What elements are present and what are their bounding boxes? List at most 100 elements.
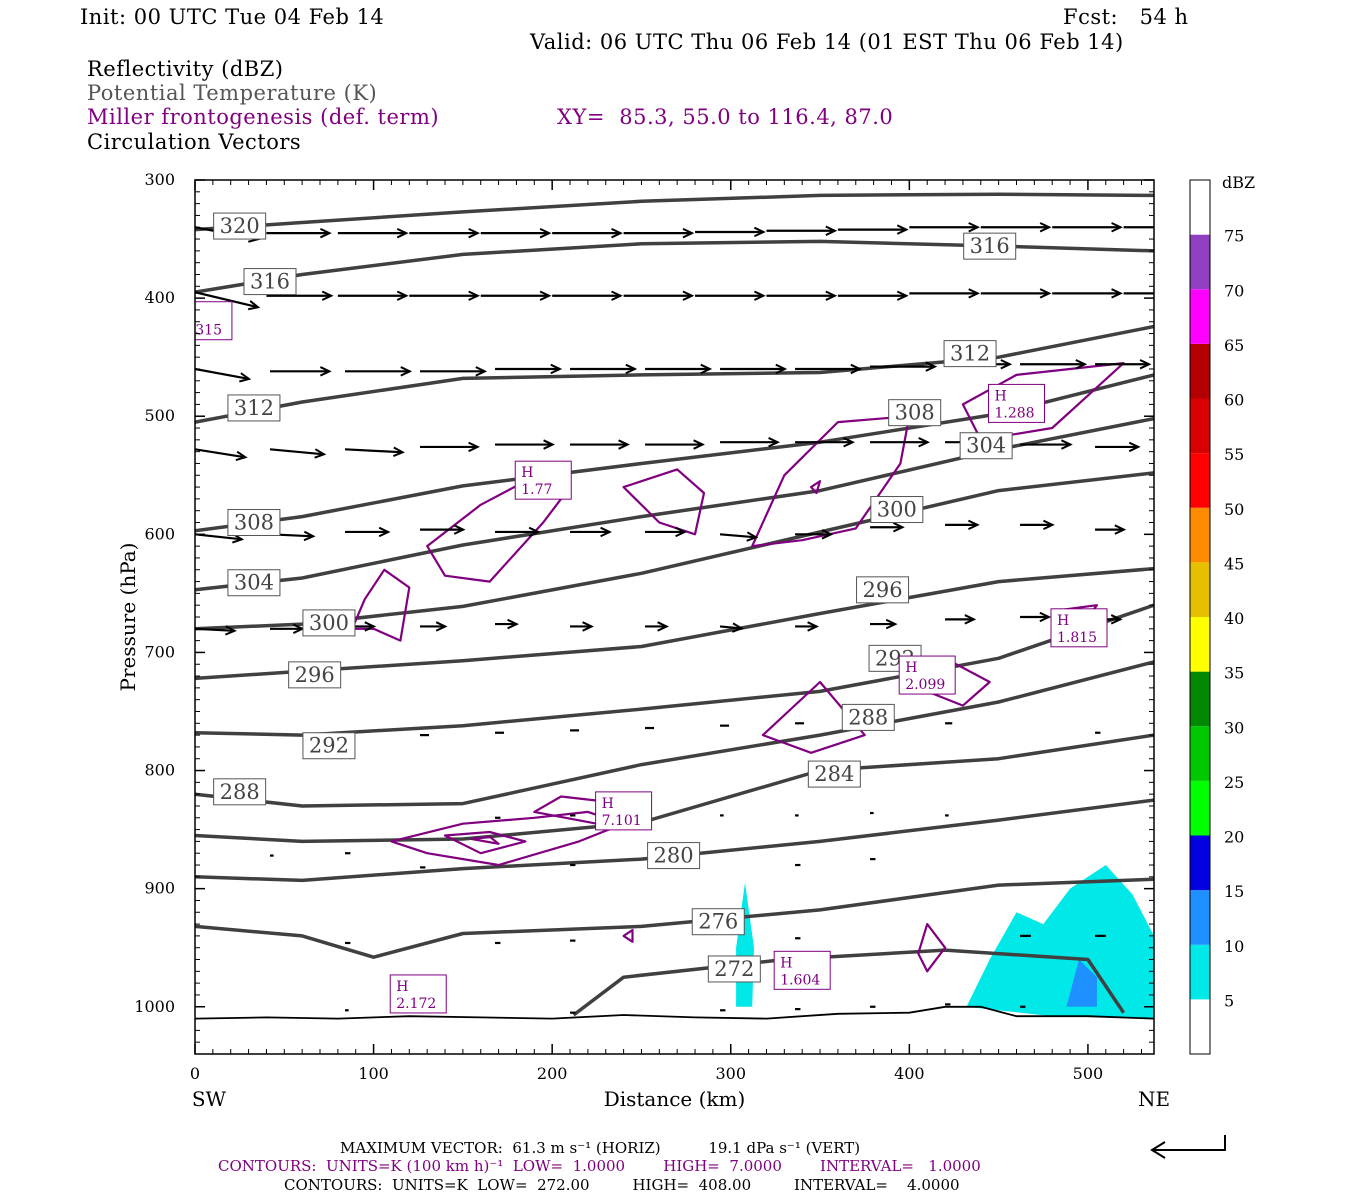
colorbar-tick-label: 25 — [1224, 773, 1244, 792]
theta-label-box — [302, 609, 356, 637]
colorbar-tick-label: 45 — [1224, 554, 1244, 573]
vector-arrowhead — [885, 618, 898, 630]
colorbar-segment — [1190, 398, 1210, 454]
y-axis-label: Pressure (hPa) — [116, 543, 140, 692]
circulation-vector — [195, 448, 246, 459]
vector-arrowhead — [550, 363, 563, 375]
vector-arrowhead — [625, 363, 638, 375]
sw-label: SW — [192, 1087, 227, 1111]
x-tick-label: 200 — [537, 1064, 568, 1083]
fronto-max-h: H — [396, 979, 408, 995]
vector-arrowhead — [321, 290, 334, 301]
circulation-vector — [344, 448, 403, 454]
theta-label-box — [288, 661, 342, 689]
vector-arrowhead — [453, 524, 466, 535]
y-tick-label: 800 — [144, 761, 175, 780]
theta-label-box — [807, 760, 861, 788]
theta-label-box — [841, 703, 895, 731]
return-arrow-head-icon — [1150, 1141, 1166, 1159]
init-time: Init: 00 UTC Tue 04 Feb 14 — [80, 5, 385, 29]
field-circulation-vectors: Circulation Vectors — [87, 130, 302, 154]
circulation-vector — [195, 627, 235, 632]
theta-label: 320 — [220, 214, 260, 238]
colorbar-tick-label: 30 — [1224, 718, 1244, 737]
vector-arrowhead — [239, 372, 252, 383]
valid-time: Valid: 06 UTC Thu 06 Feb 14 (01 EST Thu … — [530, 30, 1124, 54]
fronto-max-value: 1.288 — [994, 405, 1034, 421]
vector-arrowhead — [248, 300, 261, 311]
vector-arrowhead — [753, 290, 766, 301]
vector-arrowhead — [611, 290, 623, 301]
vector-arrowhead — [682, 227, 695, 239]
colorbar-tick-label: 70 — [1224, 281, 1244, 300]
y-tick-label: 400 — [144, 288, 175, 307]
theta-label-box — [227, 509, 281, 537]
vector-arrowhead — [618, 439, 630, 450]
theta-label: 316 — [250, 270, 290, 294]
vector-arrowhead — [807, 621, 819, 632]
vector-arrowhead — [925, 361, 938, 372]
theta-contour — [195, 877, 1154, 959]
colorbar-title: dBZ — [1222, 173, 1255, 192]
frontogenesis-contour — [761, 680, 866, 754]
plot-area: 320 316 316 312 312 308 308 304 304 300 300 296 296 2… — [182, 192, 1178, 1020]
fronto-max-value: 1.315 — [182, 323, 222, 339]
frontogenesis-contour — [809, 480, 822, 495]
vector-arrowhead — [675, 526, 687, 538]
colorbar-tick-label: 40 — [1224, 609, 1244, 628]
theta-label: 304 — [234, 571, 274, 595]
vector-arrowhead — [1111, 288, 1123, 299]
vector-arrowhead — [896, 290, 909, 301]
theta-label: 300 — [309, 611, 349, 635]
vector-arrowhead — [825, 225, 838, 236]
frontogenesis-contour — [622, 928, 634, 943]
colorbar-segment — [1190, 890, 1210, 945]
colorbar-segment — [1190, 343, 1210, 399]
vector-arrowhead — [746, 531, 759, 542]
theta-label-box — [856, 576, 910, 604]
y-tick-label: 500 — [144, 406, 175, 425]
theta-contour — [195, 324, 1154, 424]
theta-label-box — [959, 432, 1013, 460]
theta-label: 288 — [220, 780, 260, 804]
fronto-max-h: H — [1057, 613, 1069, 629]
theta-label: 308 — [895, 401, 935, 425]
theta-label: 304 — [966, 434, 1006, 458]
colorbar-segment — [1190, 180, 1210, 235]
circulation-vector — [195, 367, 250, 381]
vector-arrowhead — [582, 621, 594, 632]
theta-label-box — [227, 569, 281, 597]
field-potential-temperature: Potential Temperature (K) — [87, 81, 378, 105]
vector-arrowhead — [319, 227, 332, 239]
vector-arrowhead — [1169, 223, 1178, 232]
y-tick-label: 600 — [144, 524, 175, 543]
fronto-max-value: 1.815 — [1057, 630, 1097, 646]
colorbar-tick-label: 50 — [1224, 500, 1244, 519]
frontogenesis-contour — [751, 415, 911, 548]
vector-arrowhead — [1169, 289, 1178, 298]
colorbar-segment — [1190, 726, 1210, 781]
theta-label-box — [302, 732, 356, 760]
vector-arrowhead — [850, 363, 863, 375]
vector-arrowhead — [1139, 359, 1152, 370]
vector-arrowhead — [611, 227, 623, 239]
theta-label-box — [227, 394, 281, 422]
frontogenesis-contour — [351, 568, 411, 642]
vector-arrowhead — [896, 224, 909, 235]
vector-arrowhead — [224, 625, 237, 636]
colorbar-segment — [1190, 562, 1210, 617]
terrain-line — [195, 1005, 1154, 1020]
vector-arrowhead — [1111, 222, 1123, 233]
y-tick-label: 900 — [144, 879, 175, 898]
theta-label: 300 — [877, 498, 917, 522]
vector-arrowhead — [731, 622, 744, 633]
vector-arrowhead — [507, 618, 519, 630]
vector-arrowhead — [475, 366, 488, 377]
vector-arrowhead — [539, 227, 552, 239]
max-vector-note: MAXIMUM VECTOR: 61.3 m s⁻¹ (HORIZ) 19.1 … — [340, 1139, 861, 1157]
vector-arrowhead — [825, 290, 838, 301]
vector-arrowhead — [1000, 359, 1013, 370]
y-tick-label: 1000 — [134, 997, 175, 1016]
vector-arrowhead — [967, 519, 980, 531]
vector-arrowhead — [400, 366, 413, 377]
